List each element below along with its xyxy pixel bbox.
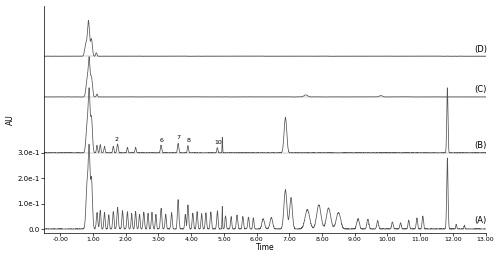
Text: (A): (A) (474, 216, 486, 225)
X-axis label: Time: Time (256, 244, 274, 252)
Y-axis label: AU: AU (6, 114, 15, 125)
Text: 8: 8 (186, 138, 190, 143)
Text: (D): (D) (474, 45, 487, 54)
Text: 10: 10 (214, 140, 222, 145)
Text: (B): (B) (474, 141, 486, 150)
Text: (C): (C) (474, 85, 486, 94)
Text: 6: 6 (159, 138, 163, 143)
Text: 7: 7 (177, 135, 181, 140)
Text: 2: 2 (114, 137, 118, 142)
